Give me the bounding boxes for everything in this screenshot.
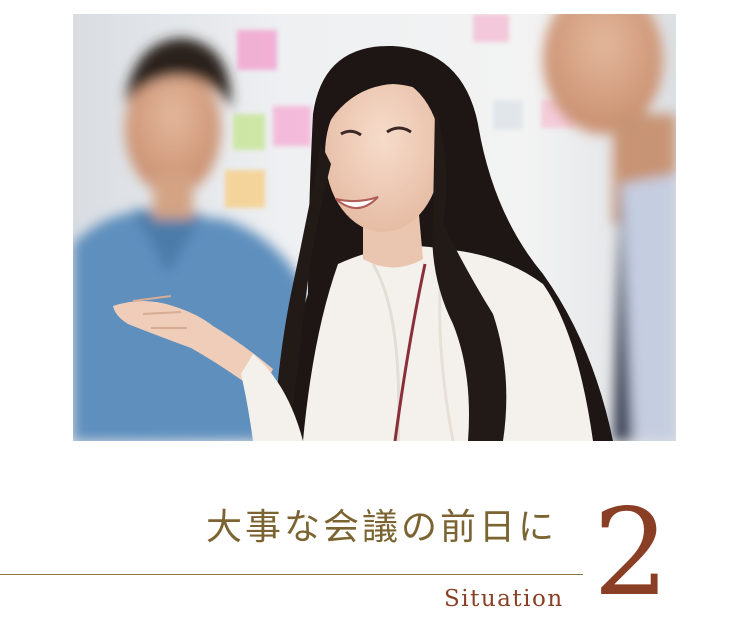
situation-label: Situation [444, 586, 564, 612]
page-title: 大事な会議の前日に [206, 507, 558, 548]
divider-line [0, 574, 583, 575]
situation-number: 2 [593, 484, 670, 623]
meeting-photo-icon [73, 14, 676, 441]
meeting-photo [73, 14, 676, 441]
